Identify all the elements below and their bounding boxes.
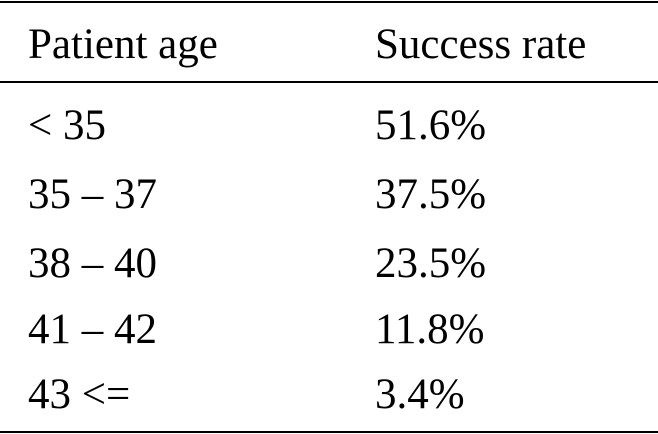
cell-success-rate: 37.5% [375,171,487,218]
cell-patient-age: 38 – 40 [28,240,157,287]
cell-success-rate: 3.4% [375,371,465,418]
table-top-rule [0,1,658,3]
cell-patient-age: 35 – 37 [28,171,157,218]
table-bottom-rule [0,431,658,433]
cell-success-rate: 11.8% [375,306,485,353]
cell-success-rate: 51.6% [375,102,487,149]
table-header-rule [0,81,658,83]
cell-patient-age: 43 <= [28,371,131,418]
cell-patient-age: < 35 [28,102,107,149]
header-patient-age: Patient age [28,21,218,68]
cell-success-rate: 23.5% [375,240,487,287]
cell-patient-age: 41 – 42 [28,306,157,353]
header-success-rate: Success rate [375,21,587,68]
